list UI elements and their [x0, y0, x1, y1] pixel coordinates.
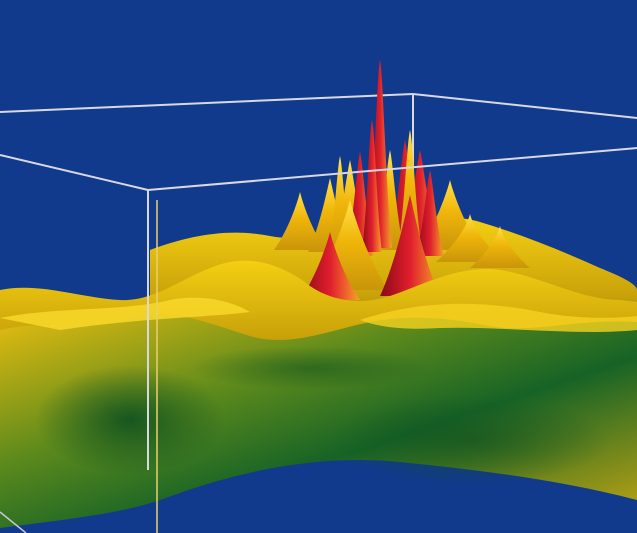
surface-shadow-1 [35, 365, 225, 475]
surface-peak-15 [380, 195, 440, 296]
surface-peaks [274, 60, 530, 300]
surface-peak-17 [436, 214, 504, 262]
surface-peak-12 [398, 130, 422, 250]
bounding-box-front [0, 147, 637, 470]
bounding-box-bottom-left [0, 511, 27, 533]
surface-shadow-3 [190, 346, 430, 390]
surface-peak-11 [362, 120, 382, 252]
surface-highlight-1 [0, 297, 250, 330]
surface-highlight-2 [360, 303, 637, 332]
surface-peak-18 [470, 226, 530, 268]
surface-shadow-2 [330, 395, 610, 485]
surface-peak-2 [274, 192, 326, 250]
surface-peak-13 [416, 170, 444, 256]
surface-peak-16 [300, 232, 360, 300]
surface-front [0, 314, 637, 528]
